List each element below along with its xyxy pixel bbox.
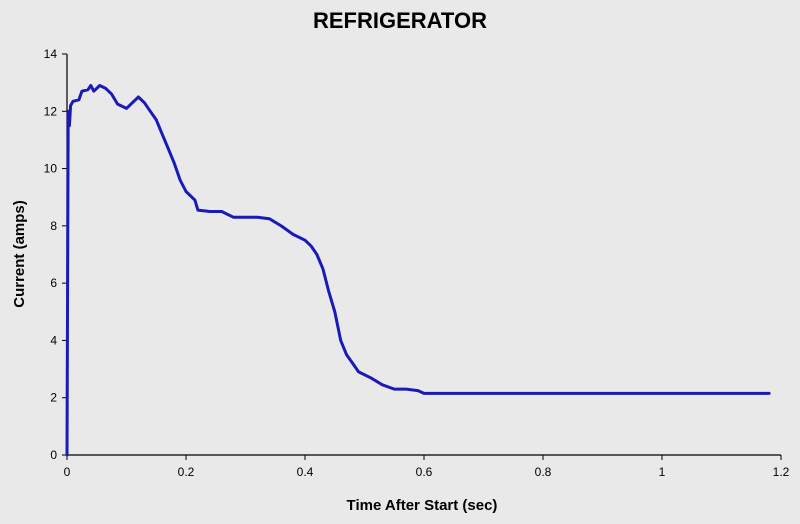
y-tick-label: 12 [44,104,58,118]
x-axis-title: Time After Start (sec) [347,497,498,514]
x-tick-label: 0 [64,465,71,479]
y-tick-label: 10 [44,162,58,176]
x-tick-label: 1 [659,465,666,479]
y-tick-label: 14 [44,47,58,61]
chart-title: REFRIGERATOR [313,8,487,33]
y-tick-label: 8 [50,219,57,233]
x-tick-label: 1.2 [773,465,790,479]
x-tick-label: 0.4 [297,465,314,479]
series-layer [65,84,771,457]
y-axis-title: Current (amps) [11,200,28,308]
series-line [65,84,771,457]
y-tick-label: 4 [50,333,57,347]
x-tick-label: 0.8 [535,465,552,479]
x-tick-label: 0.2 [178,465,195,479]
y-tick-label: 6 [50,276,57,290]
y-tick-label: 2 [50,391,57,405]
x-tick-label: 0.6 [416,465,433,479]
y-tick-label: 0 [50,448,57,462]
ticks-layer: 0 2 4 6 8 10 12 14 0 0.2 0.4 0.6 0.8 1 1.2 [44,47,790,479]
